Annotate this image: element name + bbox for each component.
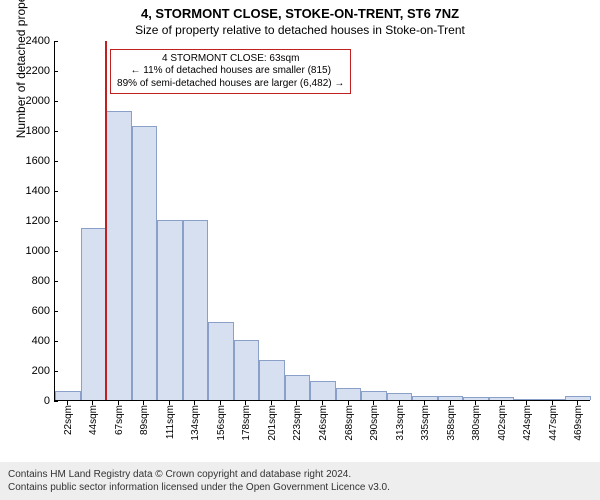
histogram-bar: [55, 391, 81, 400]
histogram-bar: [336, 388, 362, 400]
y-tick: 2000: [26, 95, 50, 107]
y-tick: 1200: [26, 215, 50, 227]
x-tick: 290sqm: [369, 405, 380, 441]
plot: 4 STORMONT CLOSE: 63sqm ← 11% of detache…: [54, 41, 590, 401]
footer: Contains HM Land Registry data © Crown c…: [0, 462, 600, 500]
x-tick: 246sqm: [318, 405, 329, 441]
x-tick: 469sqm: [573, 405, 584, 441]
annotation-line2: ← 11% of detached houses are smaller (81…: [117, 65, 344, 78]
y-tick: 0: [44, 395, 50, 407]
y-tick: 1600: [26, 155, 50, 167]
x-axis: 22sqm 44sqm 67sqm 89sqm 111sqm 134sqm 156sqm 17…: [54, 401, 590, 459]
plot-area: Number of detached properties 0200400600…: [54, 41, 590, 401]
histogram-bar: [489, 397, 515, 400]
x-tick: 156sqm: [216, 405, 227, 441]
property-marker-line: [105, 41, 107, 400]
x-tick: 313sqm: [395, 405, 406, 441]
x-tick: 335sqm: [420, 405, 431, 441]
histogram-bar: [106, 111, 132, 401]
histogram-bar: [310, 381, 336, 401]
histogram-bar: [208, 322, 234, 400]
y-tick: 200: [32, 365, 50, 377]
histogram-bar: [565, 396, 591, 401]
histogram-bar: [81, 228, 107, 401]
histogram-bar: [183, 220, 209, 400]
histogram-bar: [438, 396, 464, 401]
annotation-box: 4 STORMONT CLOSE: 63sqm ← 11% of detache…: [110, 49, 351, 95]
histogram-bar: [132, 126, 158, 401]
y-tick: 2400: [26, 35, 50, 47]
y-tick: 600: [32, 305, 50, 317]
x-tick: 223sqm: [292, 405, 303, 441]
x-tick: 201sqm: [267, 405, 278, 441]
annotation-line1: 4 STORMONT CLOSE: 63sqm: [117, 53, 344, 66]
histogram-bar: [412, 396, 438, 401]
y-tick: 1400: [26, 185, 50, 197]
histogram-bar: [259, 360, 285, 401]
histogram-bar: [157, 220, 183, 400]
histogram-bar: [361, 391, 387, 400]
histogram-bar: [234, 340, 260, 400]
histogram-bar: [387, 393, 413, 401]
histogram-bar: [540, 399, 566, 401]
chart-subtitle: Size of property relative to detached ho…: [0, 21, 600, 41]
y-tick: 1800: [26, 125, 50, 137]
x-tick: 44sqm: [88, 405, 99, 435]
x-tick: 268sqm: [344, 405, 355, 441]
x-tick: 89sqm: [139, 405, 150, 435]
histogram-bar: [463, 397, 489, 400]
x-tick: 134sqm: [190, 405, 201, 441]
x-tick: 447sqm: [548, 405, 559, 441]
x-tick: 178sqm: [241, 405, 252, 441]
x-tick: 402sqm: [497, 405, 508, 441]
y-tick: 2200: [26, 65, 50, 77]
chart-title: 4, STORMONT CLOSE, STOKE-ON-TRENT, ST6 7…: [0, 0, 600, 21]
histogram-bar: [285, 375, 311, 401]
x-tick: 380sqm: [471, 405, 482, 441]
y-axis: 0200400600800100012001400160018002000220…: [6, 41, 54, 401]
x-tick: 111sqm: [165, 405, 176, 439]
footer-line1: Contains HM Land Registry data © Crown c…: [8, 468, 592, 481]
x-tick: 358sqm: [446, 405, 457, 441]
annotation-line3: 89% of semi-detached houses are larger (…: [117, 78, 344, 91]
footer-line2: Contains public sector information licen…: [8, 481, 592, 494]
y-tick: 800: [32, 275, 50, 287]
y-tick: 400: [32, 335, 50, 347]
x-tick: 67sqm: [114, 405, 125, 435]
y-tick: 1000: [26, 245, 50, 257]
x-tick: 424sqm: [522, 405, 533, 441]
histogram-bar: [514, 399, 540, 401]
x-tick: 22sqm: [63, 405, 74, 435]
